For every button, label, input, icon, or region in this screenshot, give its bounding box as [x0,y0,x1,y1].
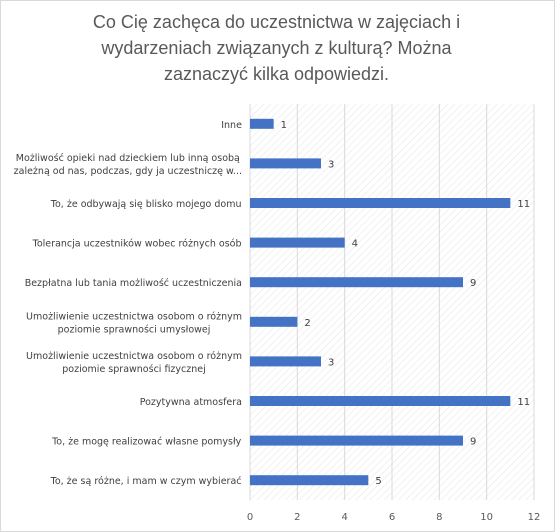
category-labels: Inne Możliwość opieki nad dzieckiem lub i… [14,120,242,487]
category-label: Umożliwienie uczestnictwa osobom o różny… [26,351,242,375]
bar [250,277,463,288]
category-label: Bezpłatna lub tania możliwość uczestnicz… [25,278,242,289]
bars: 1 3 11 4 9 2 3 11 9 5 [250,118,530,487]
data-label: 3 [328,159,334,170]
data-label: 9 [470,278,476,289]
category-label: Umożliwienie uczestnictwa osobom o różny… [26,311,242,335]
bar [250,435,463,446]
bar [250,316,298,327]
data-label: 2 [304,318,310,329]
chart-title: Co Cię zachęca do uczestnictwa w zajęcia… [92,12,461,84]
category-label: To, że odbywają się blisko mojego domu [50,199,242,210]
bar [250,237,345,248]
category-label: To, że są różne, i mam w czym wybierać [50,476,242,487]
category-label: Inne [221,120,242,131]
data-label: 3 [328,357,334,368]
x-axis-ticks: 0 2 4 6 8 10 12 [247,512,541,523]
bar [250,475,369,486]
data-label: 9 [470,437,476,448]
category-label: Tolerancja uczestników wobec różnych osó… [32,239,242,250]
x-tick-label: 4 [341,512,347,523]
x-tick-label: 2 [294,512,300,523]
bar [250,158,321,169]
category-label: Pozytywna atmosfera [140,397,242,408]
x-tick-label: 6 [389,512,395,523]
bar [250,118,274,129]
data-label: 11 [517,397,530,408]
x-tick-label: 8 [436,512,442,523]
bar [250,198,511,208]
x-tick-label: 0 [247,512,253,523]
x-tick-label: 12 [528,512,541,523]
data-label: 11 [517,199,530,210]
data-label: 1 [281,120,287,131]
bar [250,396,511,406]
category-label: Możliwość opieki nad dzieckiem lub inną … [14,153,242,177]
data-label: 5 [375,476,381,487]
x-tick-label: 10 [480,512,493,523]
gridlines [249,104,535,500]
data-label: 4 [352,239,358,250]
category-label: To, że mogę realizować własne pomysły [51,437,242,448]
bar [250,356,321,367]
